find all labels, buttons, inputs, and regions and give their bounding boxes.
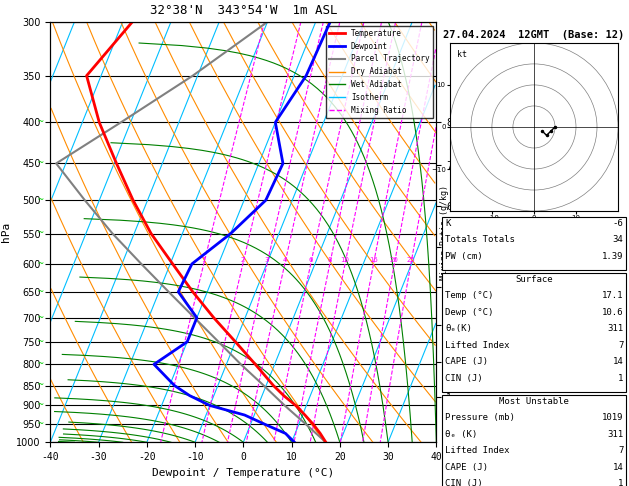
Text: 7: 7: [618, 446, 623, 455]
Text: Totals Totals: Totals Totals: [445, 235, 515, 244]
Text: ~: ~: [38, 228, 44, 239]
Text: 6: 6: [309, 257, 313, 263]
Text: kt: kt: [457, 50, 467, 59]
Text: CIN (J): CIN (J): [445, 374, 483, 383]
Text: Surface: Surface: [515, 275, 553, 284]
Text: Pressure (mb): Pressure (mb): [445, 413, 515, 422]
Text: 1: 1: [618, 374, 623, 383]
Text: 1: 1: [202, 257, 206, 263]
Text: 14: 14: [613, 357, 623, 366]
Text: Mixing Ratio (g/kg): Mixing Ratio (g/kg): [440, 185, 449, 279]
Text: ~: ~: [38, 359, 44, 369]
Text: 27.04.2024  12GMT  (Base: 12): 27.04.2024 12GMT (Base: 12): [443, 30, 625, 40]
Text: Most Unstable: Most Unstable: [499, 397, 569, 406]
Y-axis label: hPa: hPa: [1, 222, 11, 242]
Text: 311: 311: [607, 430, 623, 439]
Text: 1019: 1019: [602, 413, 623, 422]
Text: Dewp (°C): Dewp (°C): [445, 308, 494, 317]
Text: ~: ~: [38, 195, 44, 205]
Text: CIN (J): CIN (J): [445, 479, 483, 486]
Text: ~: ~: [38, 312, 44, 323]
Text: 10: 10: [341, 257, 350, 263]
Text: ~: ~: [38, 158, 44, 169]
Text: 7: 7: [618, 341, 623, 350]
Text: ~: ~: [38, 117, 44, 127]
Text: θₑ (K): θₑ (K): [445, 430, 477, 439]
Text: θₑ(K): θₑ(K): [445, 324, 472, 333]
Text: CAPE (J): CAPE (J): [445, 357, 488, 366]
Text: 14: 14: [613, 463, 623, 472]
Text: PW (cm): PW (cm): [445, 252, 483, 261]
Text: 15: 15: [369, 257, 378, 263]
Title: 32°38'N  343°54'W  1m ASL: 32°38'N 343°54'W 1m ASL: [150, 3, 337, 17]
Text: 17.1: 17.1: [602, 291, 623, 300]
Text: LCL: LCL: [571, 409, 586, 417]
Text: ~: ~: [38, 259, 44, 269]
Text: ~: ~: [38, 381, 44, 391]
Text: Lifted Index: Lifted Index: [445, 341, 509, 350]
Text: Lifted Index: Lifted Index: [445, 446, 509, 455]
Text: CAPE (J): CAPE (J): [445, 463, 488, 472]
Text: K: K: [445, 219, 450, 228]
Text: ~: ~: [38, 419, 44, 429]
Text: ~: ~: [38, 287, 44, 297]
Y-axis label: km
ASL: km ASL: [458, 223, 479, 241]
Text: 10.6: 10.6: [602, 308, 623, 317]
Text: 2: 2: [241, 257, 245, 263]
Text: 20: 20: [390, 257, 399, 263]
Text: 3: 3: [265, 257, 269, 263]
Text: ~: ~: [38, 337, 44, 347]
Text: Temp (°C): Temp (°C): [445, 291, 494, 300]
Text: 4: 4: [282, 257, 287, 263]
X-axis label: Dewpoint / Temperature (°C): Dewpoint / Temperature (°C): [152, 468, 335, 478]
Text: 1: 1: [618, 479, 623, 486]
Text: 34: 34: [613, 235, 623, 244]
Text: 311: 311: [607, 324, 623, 333]
Text: 25: 25: [406, 257, 415, 263]
Text: -6: -6: [613, 219, 623, 228]
Text: 1.39: 1.39: [602, 252, 623, 261]
Text: 8: 8: [328, 257, 332, 263]
Legend: Temperature, Dewpoint, Parcel Trajectory, Dry Adiabat, Wet Adiabat, Isotherm, Mi: Temperature, Dewpoint, Parcel Trajectory…: [326, 26, 433, 118]
Text: ~: ~: [38, 400, 44, 411]
